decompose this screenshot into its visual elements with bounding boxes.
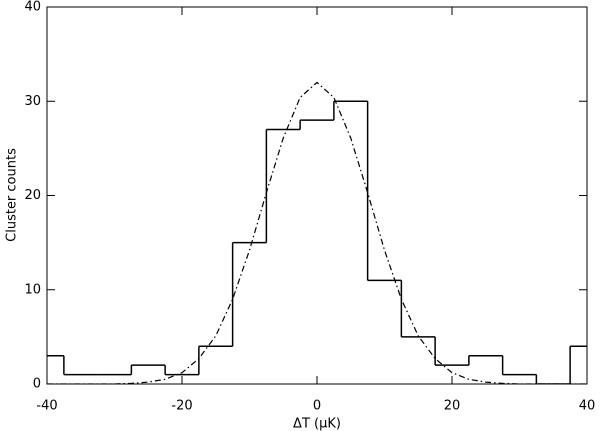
y-tick-label: 10 — [24, 282, 41, 297]
x-tick-label: -20 — [171, 399, 192, 414]
y-tick-label: 30 — [24, 94, 41, 109]
x-tick-label: 20 — [444, 399, 461, 414]
plot-frame — [46, 6, 588, 385]
y-tick-label: 20 — [24, 188, 41, 203]
x-tick-label: -40 — [36, 399, 57, 414]
x-tick-label: 40 — [579, 399, 596, 414]
x-axis-label: ΔT (μK) — [293, 417, 341, 431]
plot-area — [47, 81, 587, 384]
fit-curve — [47, 81, 587, 384]
y-tick-label: 0 — [33, 377, 41, 392]
y-axis-label: Cluster counts — [5, 148, 20, 242]
x-tick-label: 0 — [313, 399, 321, 414]
y-tick-label: 40 — [24, 0, 41, 15]
